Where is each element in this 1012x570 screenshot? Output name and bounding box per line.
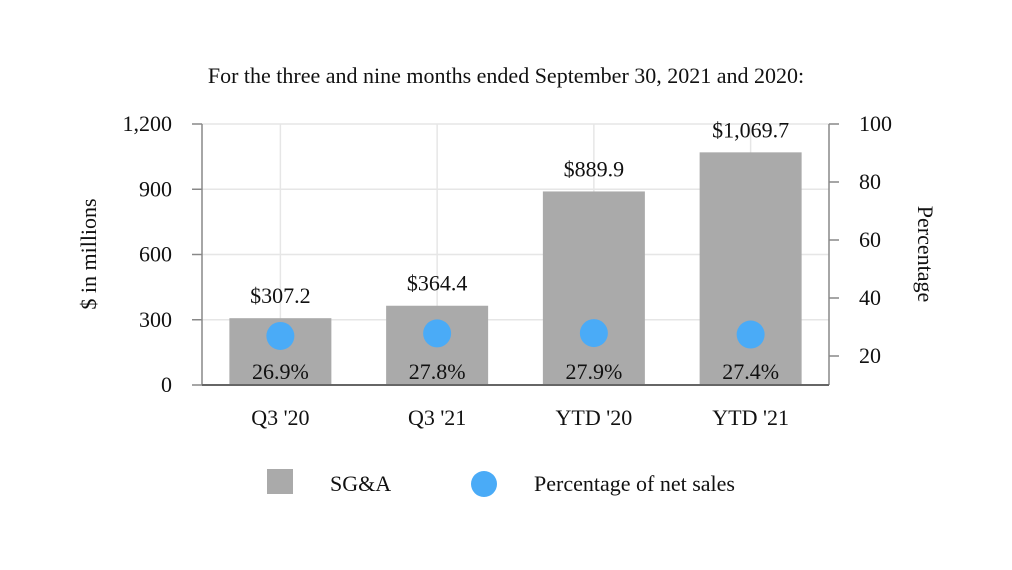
bar-value-label: $1,069.7	[712, 117, 789, 142]
y2-tick-label: 100	[859, 111, 892, 136]
percentage-label: 27.8%	[409, 359, 466, 384]
bar-sga	[699, 152, 802, 385]
y-tick-label: 300	[139, 307, 172, 332]
y-tick-label: 900	[139, 176, 172, 201]
x-tick-label: YTD '21	[712, 405, 789, 430]
point-percentage	[579, 319, 608, 348]
y2-tick-label: 20	[859, 343, 881, 368]
percentage-series	[266, 319, 765, 350]
y2-tick-label: 80	[859, 169, 881, 194]
x-tick-label: YTD '20	[556, 405, 633, 430]
legend-sga-swatch	[267, 469, 293, 494]
data-labels: $307.2 $364.4 $889.9 $1,069.7 26.9% 27.8% 27.9…	[250, 117, 789, 384]
y2-axis-label: Percentage	[913, 206, 938, 303]
legend-percentage-swatch	[471, 471, 497, 497]
legend: SG&A Percentage of net sales	[267, 469, 735, 497]
y2-tick-label: 60	[859, 227, 881, 252]
percentage-label: 27.4%	[722, 359, 779, 384]
point-percentage	[736, 320, 765, 349]
y-tick-label: 0	[161, 372, 172, 397]
point-percentage	[423, 319, 452, 348]
percentage-label: 27.9%	[565, 359, 622, 384]
bar-value-label: $364.4	[407, 271, 468, 296]
legend-sga-label: SG&A	[330, 471, 391, 496]
axes: 0 300 600 900 1,200 20 40 60 80 100 Q3 '20 Q3 '21 YT…	[123, 111, 893, 430]
y2-tick-label: 40	[859, 285, 881, 310]
x-tick-label: Q3 '21	[408, 405, 466, 430]
bar-series	[229, 152, 802, 385]
chart-title: For the three and nine months ended Sept…	[208, 63, 804, 88]
legend-percentage-label: Percentage of net sales	[534, 471, 735, 496]
point-percentage	[266, 321, 295, 350]
x-tick-label: Q3 '20	[251, 405, 309, 430]
y-axis-label: $ in millions	[76, 198, 101, 309]
y-tick-label: 1,200	[123, 111, 173, 136]
bar-value-label: $307.2	[250, 283, 311, 308]
y-tick-label: 600	[139, 242, 172, 267]
percentage-label: 26.9%	[252, 359, 309, 384]
bar-value-label: $889.9	[564, 156, 625, 181]
bar-sga	[542, 191, 645, 385]
